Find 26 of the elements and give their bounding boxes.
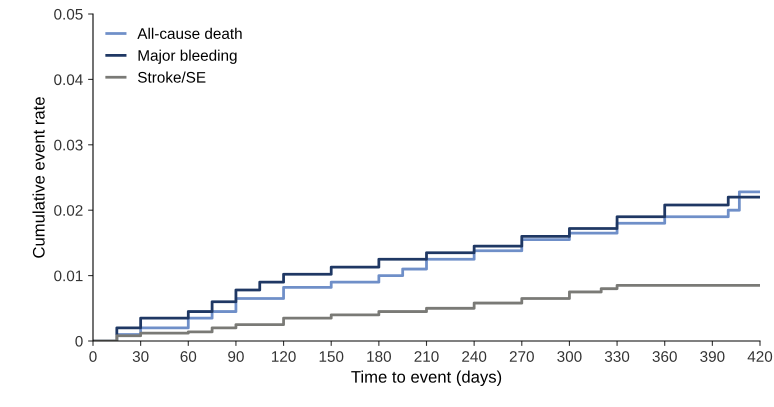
x-tick-label: 30 [132,351,149,362]
x-tick-label: 0 [89,351,97,362]
x-tick-label: 300 [557,351,582,362]
y-tick-label: 0 [75,336,83,347]
y-tick-label: 0.01 [54,270,83,282]
y-axis-title: Cumulative event rate [32,97,45,258]
x-tick-label: 180 [367,351,392,362]
x-tick-label: 210 [414,351,439,362]
x-tick-label: 270 [510,351,534,362]
x-axis-title: Time to event (days) [351,370,502,386]
x-tick-label: 390 [700,351,725,362]
y-tick-label: 0.03 [54,140,83,150]
x-tick-label: 420 [748,351,772,362]
y-tick-label: 0.04 [54,74,83,86]
legend-label: Major bleeding [138,50,237,64]
legend-label: All-cause death [137,28,242,39]
y-tick-label: 0.02 [54,205,83,216]
y-tick-label: 0.05 [54,8,83,20]
x-tick-label: 60 [180,351,196,362]
x-tick-label: 360 [652,351,677,362]
x-tick-label: 150 [320,351,344,362]
x-tick-label: 120 [272,351,296,362]
legend-label: Stroke/SE [138,72,206,83]
x-tick-label: 240 [462,351,486,362]
x-tick-label: 90 [228,351,244,362]
x-tick-label: 330 [604,351,630,362]
